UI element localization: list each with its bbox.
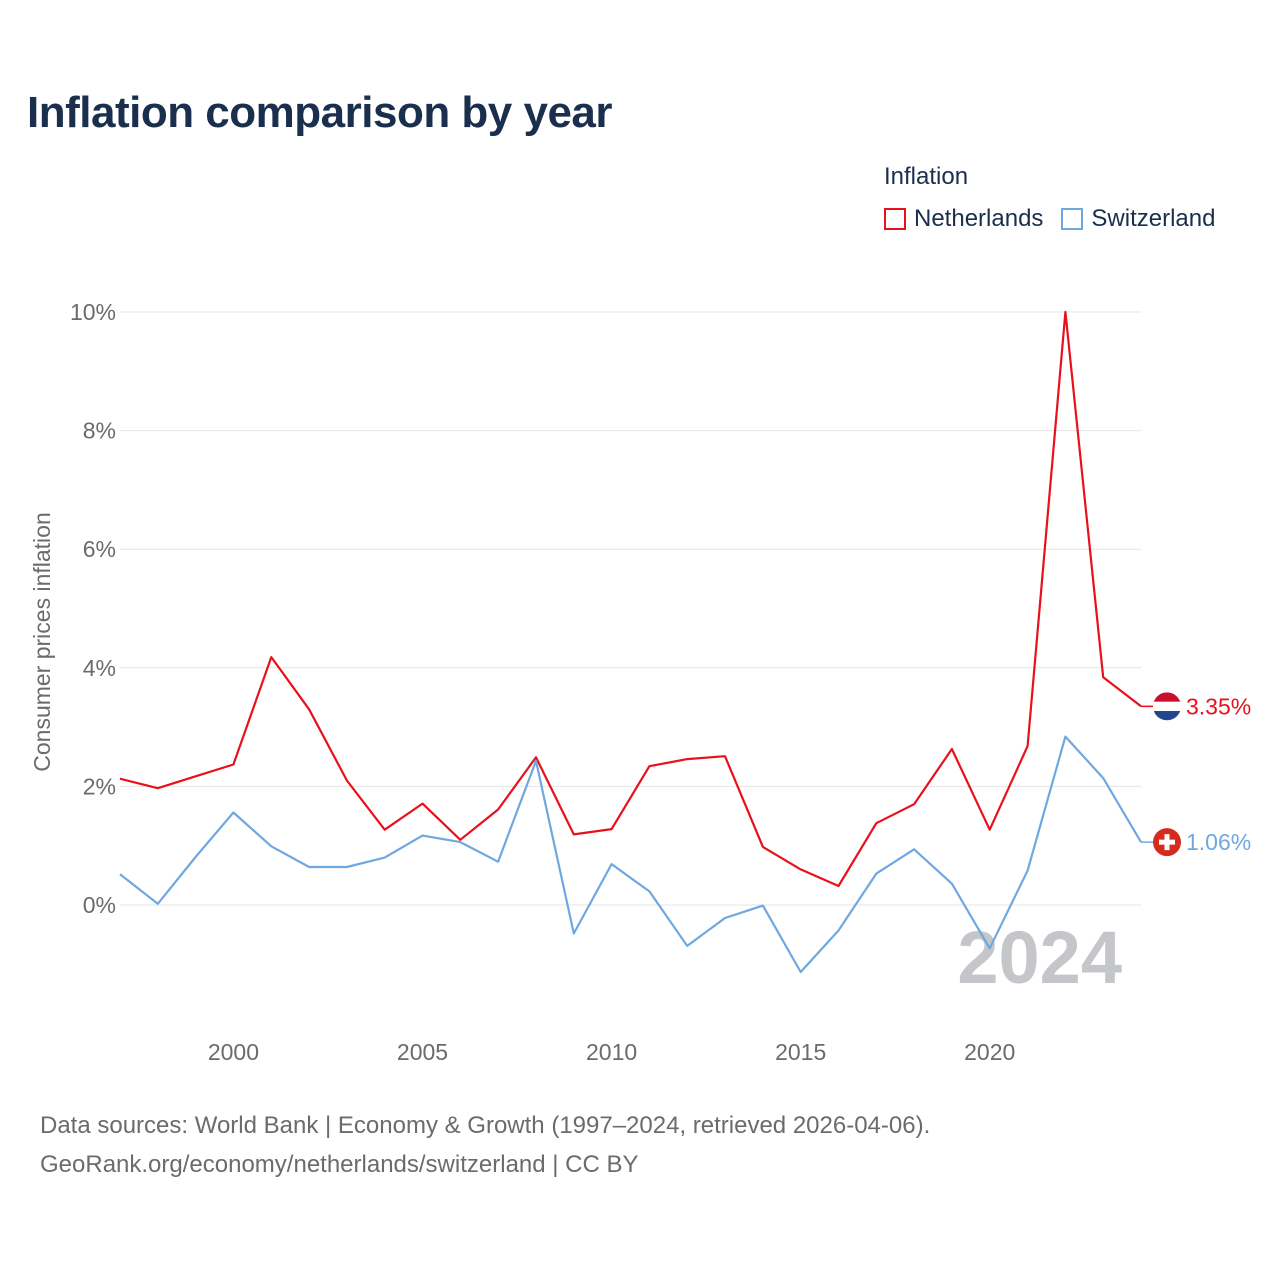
legend-label-netherlands: Netherlands: [914, 205, 1044, 232]
year-watermark: 2024: [957, 916, 1122, 999]
flag-stripe-blue: [1153, 711, 1181, 721]
switzerland-flag-icon: [1153, 828, 1181, 857]
y-tick-label: 8%: [83, 418, 116, 444]
x-tick-label: 2010: [586, 1039, 637, 1065]
x-tick-label: 2005: [397, 1039, 448, 1065]
legend: Netherlands Switzerland: [884, 205, 1215, 233]
end-value-label-netherlands: 3.35%: [1186, 693, 1251, 719]
series-line-netherlands[interactable]: [119, 310, 1142, 888]
legend-title: Inflation: [884, 163, 969, 190]
x-tick-label: 2000: [208, 1039, 259, 1065]
y-axis-label: Consumer prices inflation: [29, 512, 55, 772]
end-value-label-switzerland: 1.06%: [1186, 829, 1251, 855]
x-tick-label: 2020: [964, 1039, 1015, 1065]
y-tick-label: 4%: [83, 655, 116, 681]
series-line-switzerland[interactable]: [119, 735, 1142, 974]
footer-link[interactable]: GeoRank.org/economy/netherlands/switzerl…: [40, 1151, 639, 1178]
flag-stripe-white: [1153, 701, 1181, 712]
y-tick-label: 2%: [83, 773, 116, 799]
footer-source: Data sources: World Bank | Economy & Gro…: [40, 1112, 931, 1139]
flag-stripe-red: [1153, 692, 1181, 703]
y-tick-label: 10%: [70, 299, 116, 325]
legend-item-netherlands[interactable]: Netherlands: [884, 205, 1043, 233]
y-tick-label: 0%: [83, 892, 116, 918]
netherlands-flag-icon: [1153, 692, 1181, 721]
legend-swatch-switzerland: [1061, 208, 1084, 230]
legend-label-switzerland: Switzerland: [1091, 205, 1216, 232]
legend-item-switzerland[interactable]: Switzerland: [1061, 205, 1215, 233]
footer: Data sources: World Bank | Economy & Gro…: [40, 1106, 930, 1184]
line-chart: 0% 2% 4% 6% 8% 10% 2000 2005 2010 2015 2020 Consume…: [29, 299, 1251, 1065]
flag-cross-horizontal: [1159, 839, 1175, 845]
y-tick-label: 6%: [83, 536, 116, 562]
x-tick-label: 2015: [775, 1039, 826, 1065]
legend-swatch-netherlands: [884, 208, 906, 230]
chart-title: Inflation comparison by year: [27, 88, 613, 137]
